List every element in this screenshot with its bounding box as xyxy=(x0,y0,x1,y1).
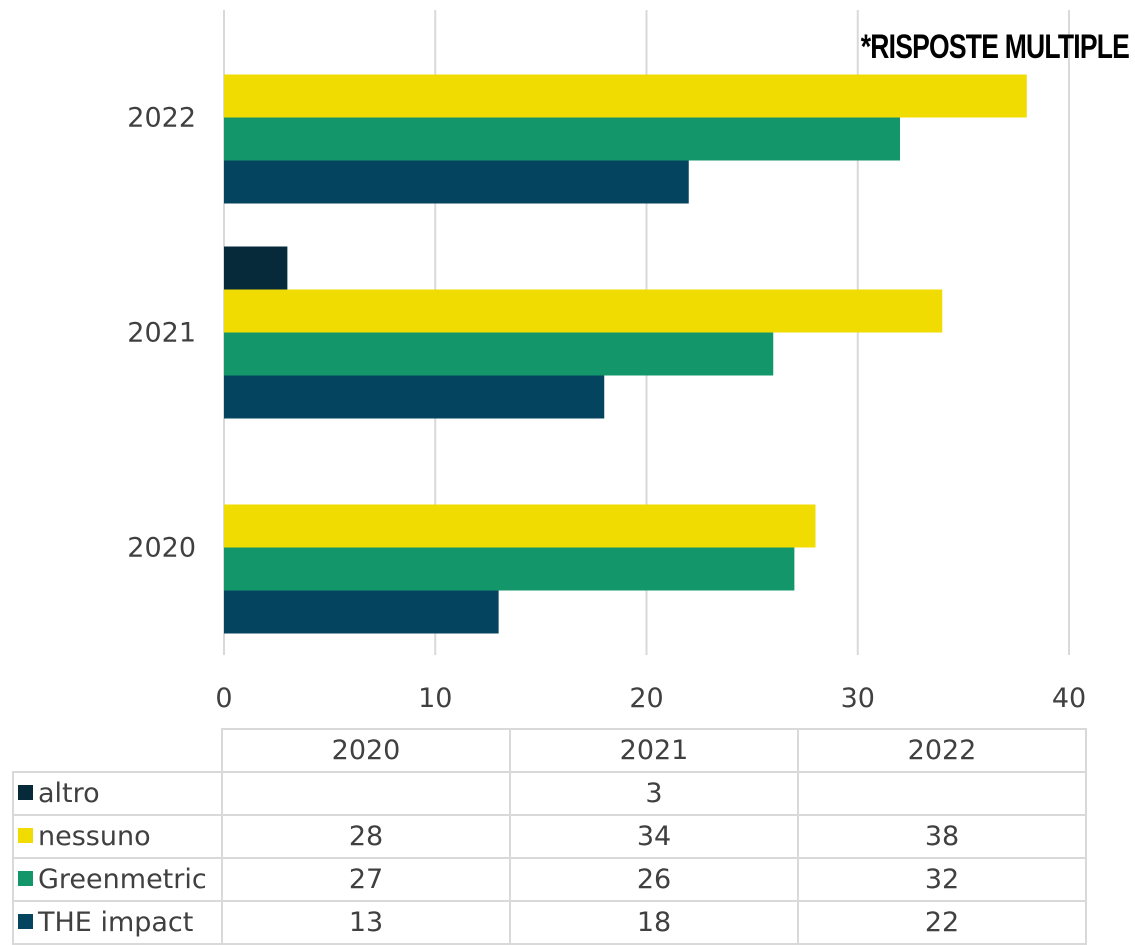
table-cell xyxy=(797,771,1087,816)
bar xyxy=(224,246,288,290)
table-year-header: 2020 xyxy=(221,728,511,773)
bar xyxy=(224,74,1027,118)
y-category-label: 2021 xyxy=(127,318,196,349)
table-cell: 28 xyxy=(221,814,511,859)
legend-key-greenmetric xyxy=(18,871,33,886)
bar xyxy=(224,590,499,634)
x-tick-label: 0 xyxy=(215,683,232,714)
table-year-header: 2022 xyxy=(797,728,1087,773)
table-cell: 38 xyxy=(797,814,1087,859)
table-cell: 18 xyxy=(509,900,799,945)
multiple-answers-note: *RISPOSTE MULTIPLE xyxy=(860,28,1130,66)
bar xyxy=(224,547,795,591)
bar xyxy=(224,332,774,376)
legend-key-nessuno xyxy=(18,828,33,843)
bar xyxy=(224,375,605,419)
table-year-header: 2021 xyxy=(509,728,799,773)
x-tick-label: 40 xyxy=(1052,683,1086,714)
legend-label-altro: altro xyxy=(38,778,100,809)
table-row-nessuno: nessuno 28 34 38 xyxy=(12,814,1087,859)
table-row-greenmetric: Greenmetric 27 26 32 xyxy=(12,857,1087,902)
table-row-altro: altro 3 xyxy=(12,771,1087,816)
table-header-row: 2020 2021 2022 xyxy=(13,728,1087,773)
legend-label-nessuno: nessuno xyxy=(38,821,151,852)
table-cell: 22 xyxy=(797,900,1087,945)
table-row-the-impact: THE impact 13 18 22 xyxy=(12,900,1087,945)
bar xyxy=(224,117,900,161)
bar xyxy=(224,160,689,204)
table-cell: 32 xyxy=(797,857,1087,902)
bar xyxy=(224,504,816,548)
table-corner xyxy=(13,729,223,773)
bar xyxy=(224,289,943,333)
y-category-label: 2020 xyxy=(127,533,196,564)
legend-label-greenmetric: Greenmetric xyxy=(38,864,207,895)
table-cell: 13 xyxy=(221,900,511,945)
data-table: 2020 2021 2022 altro 3 nessuno 28 34 38 … xyxy=(12,728,1087,945)
table-cell xyxy=(221,771,511,816)
legend-label-the-impact: THE impact xyxy=(38,907,194,938)
legend-key-the-impact xyxy=(18,914,33,929)
x-tick-label: 30 xyxy=(841,683,875,714)
table-cell: 26 xyxy=(509,857,799,902)
table-cell: 3 xyxy=(509,771,799,816)
table-cell: 27 xyxy=(221,857,511,902)
bar-chart: 0 10 20 30 40 2020 2021 2022 xyxy=(127,10,1086,714)
table-cell: 34 xyxy=(509,814,799,859)
y-category-label: 2022 xyxy=(127,103,196,134)
legend-key-altro xyxy=(18,785,33,800)
x-tick-label: 10 xyxy=(418,683,452,714)
x-tick-label: 20 xyxy=(629,683,663,714)
